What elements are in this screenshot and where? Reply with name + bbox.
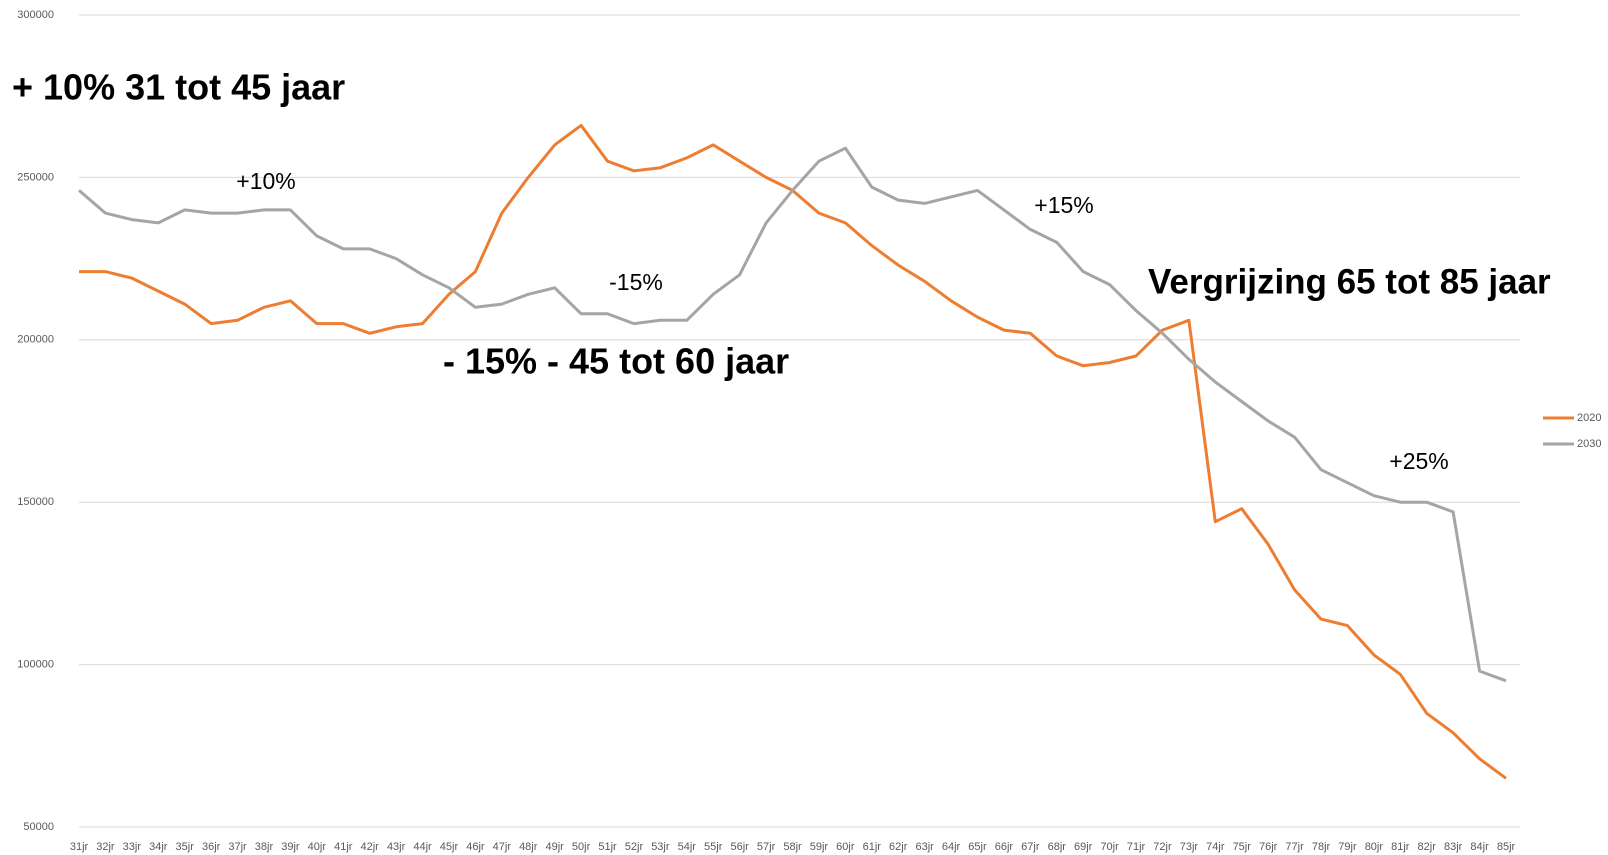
x-tick-label: 35jr <box>176 841 195 853</box>
x-tick-label: 33jr <box>123 841 142 853</box>
y-tick-label: 100000 <box>17 659 54 671</box>
x-tick-label: 41jr <box>334 841 353 853</box>
annotation: +25% <box>1389 448 1448 474</box>
x-tick-label: 59jr <box>810 841 829 853</box>
x-tick-label: 85jr <box>1497 841 1516 853</box>
x-tick-label: 76jr <box>1259 841 1278 853</box>
x-tick-label: 32jr <box>96 841 115 853</box>
annotation: +15% <box>1034 192 1093 218</box>
x-tick-label: 67jr <box>1021 841 1040 853</box>
x-tick-label: 34jr <box>149 841 168 853</box>
x-tick-label: 49jr <box>545 841 564 853</box>
x-tick-label: 77jr <box>1285 841 1304 853</box>
y-tick-label: 250000 <box>17 171 54 183</box>
annotation: - 15% - 45 tot 60 jaar <box>443 341 789 382</box>
x-tick-label: 78jr <box>1312 841 1331 853</box>
x-tick-label: 72jr <box>1153 841 1172 853</box>
y-tick-label: 150000 <box>17 496 54 508</box>
x-tick-label: 43jr <box>387 841 406 853</box>
x-tick-label: 47jr <box>493 841 512 853</box>
x-tick-label: 71jr <box>1127 841 1146 853</box>
x-tick-label: 31jr <box>70 841 89 853</box>
x-tick-label: 80jr <box>1365 841 1384 853</box>
legend-label: 2020 <box>1577 412 1601 424</box>
x-tick-label: 39jr <box>281 841 300 853</box>
y-tick-label: 50000 <box>23 821 54 833</box>
x-tick-label: 69jr <box>1074 841 1093 853</box>
annotation: +10% <box>236 168 295 194</box>
x-tick-label: 36jr <box>202 841 221 853</box>
x-tick-label: 79jr <box>1338 841 1357 853</box>
x-tick-label: 58jr <box>783 841 802 853</box>
x-tick-label: 81jr <box>1391 841 1410 853</box>
x-tick-label: 60jr <box>836 841 855 853</box>
x-tick-label: 82jr <box>1418 841 1437 853</box>
x-tick-label: 64jr <box>942 841 961 853</box>
x-tick-label: 50jr <box>572 841 591 853</box>
series-line <box>79 123 1507 780</box>
annotation: Vergrijzing 65 tot 85 jaar <box>1148 262 1551 301</box>
series-line <box>78 146 1507 683</box>
x-tick-label: 51jr <box>598 841 617 853</box>
annotation: + 10% 31 tot 45 jaar <box>12 67 345 108</box>
x-tick-label: 38jr <box>255 841 274 853</box>
x-tick-label: 56jr <box>730 841 749 853</box>
y-tick-label: 200000 <box>17 334 54 346</box>
x-tick-label: 62jr <box>889 841 908 853</box>
x-tick-label: 61jr <box>863 841 882 853</box>
x-tick-label: 57jr <box>757 841 776 853</box>
x-tick-label: 66jr <box>995 841 1014 853</box>
y-tick-label: 300000 <box>17 9 54 21</box>
x-tick-label: 74jr <box>1206 841 1225 853</box>
x-tick-label: 73jr <box>1180 841 1199 853</box>
x-tick-label: 46jr <box>466 841 485 853</box>
x-tick-label: 42jr <box>361 841 380 853</box>
x-tick-label: 44jr <box>413 841 432 853</box>
annotation: -15% <box>609 269 663 295</box>
x-tick-label: 45jr <box>440 841 459 853</box>
x-tick-label: 65jr <box>968 841 987 853</box>
x-tick-label: 68jr <box>1048 841 1067 853</box>
x-tick-label: 70jr <box>1100 841 1119 853</box>
x-tick-label: 52jr <box>625 841 644 853</box>
x-tick-label: 84jr <box>1470 841 1489 853</box>
x-tick-label: 40jr <box>308 841 327 853</box>
x-tick-label: 53jr <box>651 841 670 853</box>
x-tick-label: 37jr <box>228 841 247 853</box>
x-tick-label: 75jr <box>1233 841 1252 853</box>
x-tick-label: 63jr <box>915 841 934 853</box>
x-tick-label: 48jr <box>519 841 538 853</box>
x-tick-label: 83jr <box>1444 841 1463 853</box>
x-tick-label: 55jr <box>704 841 723 853</box>
legend-label: 2030 <box>1577 438 1601 450</box>
x-tick-label: 54jr <box>678 841 697 853</box>
